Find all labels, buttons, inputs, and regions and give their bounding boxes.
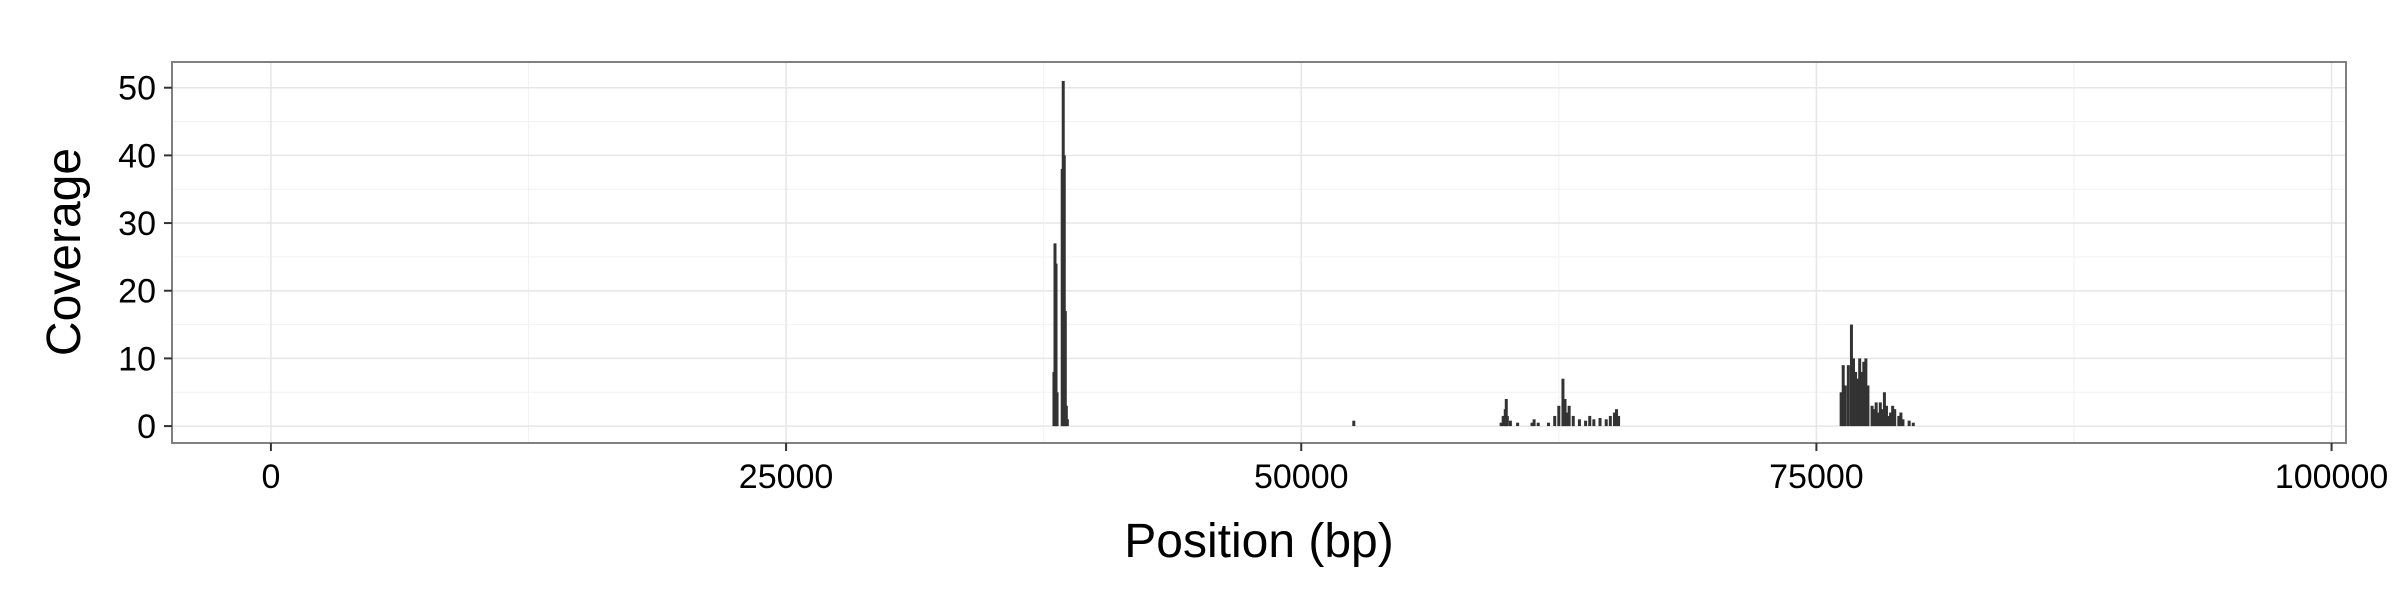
plot-border xyxy=(171,61,2347,444)
coverage-bar xyxy=(1870,405,1874,427)
x-axis: 0 25000 50000 75000 100000 xyxy=(261,443,2388,496)
coverage-bar xyxy=(1598,417,1602,427)
coverage-bar xyxy=(1878,402,1882,427)
coverage-bar xyxy=(1592,419,1596,427)
x-tick-label: 75000 xyxy=(1769,458,1864,496)
coverage-bar xyxy=(1617,415,1621,427)
coverage-bar xyxy=(1571,415,1575,427)
coverage-bar xyxy=(1062,155,1066,427)
coverage-bar xyxy=(1843,385,1847,427)
coverage-bar xyxy=(1608,415,1612,427)
coverage-bar xyxy=(1064,405,1068,427)
coverage-bar xyxy=(1584,420,1588,427)
coverage-bar xyxy=(1897,415,1901,427)
grid-layer xyxy=(172,62,2346,443)
coverage-bar xyxy=(1561,378,1565,427)
coverage-bar xyxy=(1876,412,1880,427)
x-tick-label: 0 xyxy=(261,458,280,496)
coverage-bar xyxy=(1567,405,1571,427)
coverage-bar xyxy=(1563,399,1567,427)
coverage-bar xyxy=(1577,419,1581,427)
coverage-bar xyxy=(1065,419,1069,427)
plot-background xyxy=(172,62,2346,443)
coverage-bar xyxy=(1553,415,1557,427)
coverage-bar xyxy=(1856,378,1860,427)
coverage-bar xyxy=(1872,409,1876,427)
coverage-bar xyxy=(1854,371,1858,427)
coverage-bar xyxy=(1501,415,1505,427)
coverage-bar xyxy=(1054,263,1058,427)
coverage-bar xyxy=(1530,422,1534,427)
x-tick-label: 100000 xyxy=(2275,458,2388,496)
coverage-bar xyxy=(1505,415,1509,427)
y-axis-title: Coverage xyxy=(38,148,91,356)
coverage-bar xyxy=(1866,385,1870,427)
coverage-bar xyxy=(1508,420,1512,427)
coverage-bar xyxy=(1557,405,1561,427)
x-tick-label: 50000 xyxy=(1254,458,1349,496)
coverage-bar xyxy=(1532,419,1536,427)
coverage-bar xyxy=(1588,415,1592,427)
coverage-bar xyxy=(1882,392,1886,427)
coverage-bar xyxy=(1907,420,1911,427)
coverage-bar xyxy=(1893,409,1897,427)
coverage-bar xyxy=(1846,365,1850,427)
coverage-bar xyxy=(1839,392,1843,427)
coverage-bar xyxy=(1860,371,1864,427)
coverage-bar xyxy=(1852,358,1856,427)
x-axis-title: Position (bp) xyxy=(1124,515,1393,568)
coverage-bar xyxy=(1899,412,1903,427)
coverage-bar xyxy=(1891,405,1895,427)
x-tick-label: 25000 xyxy=(739,458,834,496)
y-tick-label: 50 xyxy=(118,70,156,108)
coverage-bar xyxy=(1516,422,1520,427)
y-tick-label: 40 xyxy=(118,137,156,175)
coverage-bar xyxy=(1858,358,1862,427)
coverage-bar xyxy=(1901,419,1905,427)
coverage-bar xyxy=(1889,412,1893,427)
y-tick-label: 0 xyxy=(137,408,156,446)
coverage-bar xyxy=(1874,402,1878,427)
coverage-bar xyxy=(1055,392,1059,427)
y-tick-label: 20 xyxy=(118,273,156,311)
coverage-bar xyxy=(1547,422,1551,427)
y-tick-label: 30 xyxy=(118,205,156,243)
coverage-bar xyxy=(1604,419,1608,427)
coverage-bar xyxy=(1499,422,1503,427)
coverage-bar xyxy=(1063,311,1067,427)
coverage-bar xyxy=(1612,412,1616,427)
coverage-bar xyxy=(1849,324,1853,427)
coverage-bar xyxy=(1536,422,1540,427)
coverage-bar xyxy=(1884,405,1888,427)
coverage-bar xyxy=(1615,409,1619,427)
y-axis: 0 10 20 30 40 50 xyxy=(118,70,172,446)
coverage-bar xyxy=(1841,365,1845,427)
coverage-bar xyxy=(1565,412,1569,427)
coverage-bar xyxy=(1864,358,1868,427)
y-tick-label: 10 xyxy=(118,340,156,378)
coverage-bar xyxy=(1352,420,1356,427)
coverage-bar xyxy=(1911,422,1915,427)
coverage-bar xyxy=(1862,361,1866,427)
coverage-bar xyxy=(1887,415,1891,427)
coverage-bar xyxy=(1504,399,1508,427)
coverage-bar xyxy=(1880,409,1884,427)
bars-layer xyxy=(1052,80,1915,427)
